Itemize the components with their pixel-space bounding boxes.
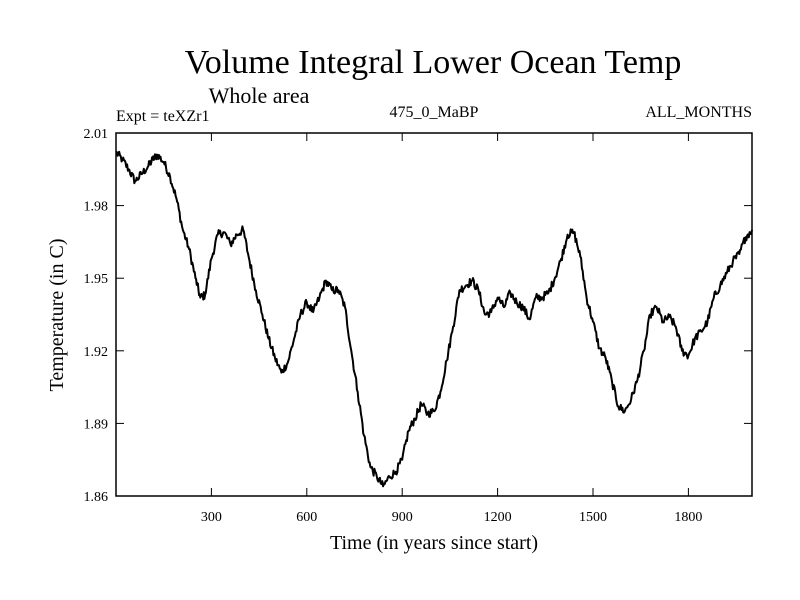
y-tick-label: 1.98 (84, 200, 109, 215)
y-tick-label: 1.95 (84, 272, 109, 287)
x-tick-label: 300 (201, 510, 222, 525)
plot-frame (115, 132, 753, 497)
y-tick-label: 2.01 (84, 127, 109, 142)
y-tick-label: 1.89 (84, 417, 109, 432)
x-axis-label: Time (in years since start) (330, 532, 538, 554)
x-tick-label: 900 (392, 510, 413, 525)
x-tick-label: 1500 (579, 510, 607, 525)
chart-subtitle: Whole area (209, 83, 310, 108)
period-label: 475_0_MaBP (390, 104, 479, 121)
x-tick-label: 600 (296, 510, 317, 525)
chart-title: Volume Integral Lower Ocean Temp (185, 44, 682, 81)
y-tick-label: 1.86 (84, 490, 109, 505)
x-tick-label: 1200 (484, 510, 512, 525)
x-axis-ticks: 300 600 900 1200 1500 1800 (201, 133, 702, 525)
y-axis-label: Temperature (in C) (46, 239, 68, 392)
months-label: ALL_MONTHS (645, 104, 752, 121)
y-tick-label: 1.92 (84, 345, 109, 360)
x-tick-label: 1800 (674, 510, 702, 525)
experiment-label: Expt = teXZr1 (116, 108, 209, 125)
temperature-series-line (115, 150, 753, 488)
